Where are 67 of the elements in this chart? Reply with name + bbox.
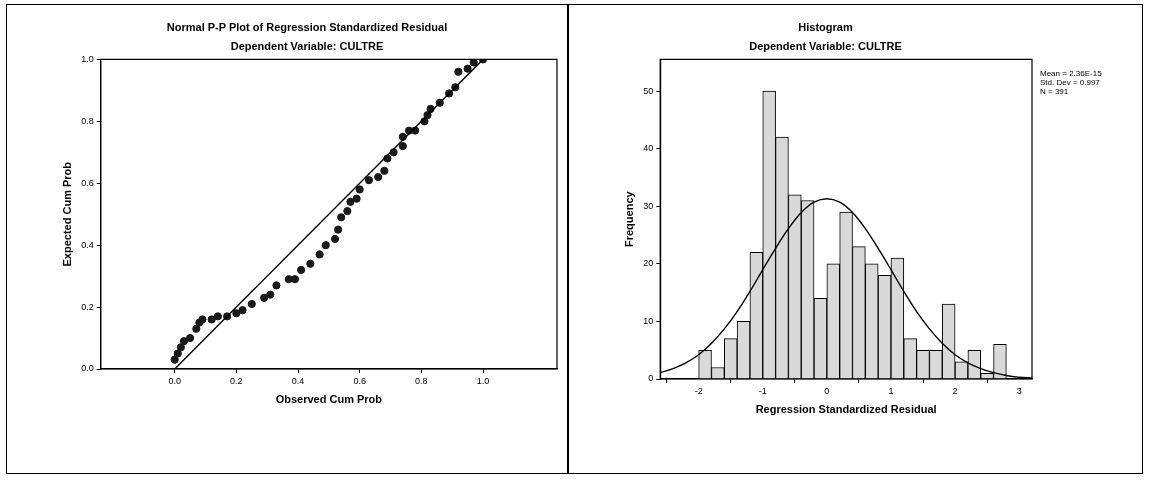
text: Std. Dev = 0.997 [1040, 77, 1101, 87]
chart-subtitle: Dependent Variable: CULTRE [230, 39, 384, 52]
point [330, 234, 340, 244]
point [213, 312, 222, 321]
point [173, 349, 182, 358]
y-tick-label: 0.8 [81, 115, 94, 126]
x-tick-label: 0 [824, 385, 830, 396]
y-tick-label: 40 [643, 143, 654, 154]
y-axis-title: Expected Cum Prob [60, 161, 73, 267]
point [343, 207, 352, 216]
chart-title: Histogram [798, 20, 853, 33]
point [238, 306, 247, 315]
point [346, 197, 355, 206]
point [334, 225, 343, 234]
x-tick-label: -2 [694, 385, 703, 396]
point [355, 185, 364, 194]
point [272, 281, 281, 290]
y-tick-label: 0.6 [81, 177, 94, 188]
point [337, 213, 346, 222]
point [469, 59, 478, 67]
x-tick-label: 3 [1016, 385, 1022, 396]
chart-title: Normal P-P Plot of Regression Standardized Residual [166, 20, 448, 33]
x-tick-label: 2 [952, 385, 958, 396]
point [207, 315, 216, 324]
point [260, 293, 269, 302]
y-tick-label: 10 [643, 315, 654, 326]
y-tick-label: 1.0 [81, 53, 94, 64]
text: N = 391 [1040, 86, 1069, 96]
x-tick-label: 0.4 [291, 375, 305, 386]
point [179, 337, 189, 346]
point [398, 141, 407, 151]
y-axis-title: Frequency [622, 190, 635, 248]
x-tick-label: 1.0 [476, 375, 490, 386]
x-axis-title: Observed Cum Prob [275, 393, 383, 406]
point [170, 355, 179, 364]
x-axis-title: Regression Standardized Residual [755, 403, 937, 416]
y-tick-label: 0.4 [81, 239, 94, 250]
x-tick-label: -1 [758, 385, 767, 396]
point [186, 333, 195, 343]
point [266, 290, 275, 299]
point [247, 299, 256, 309]
point [192, 324, 201, 333]
chart-subtitle: Dependent Variable: CULTRE [749, 39, 902, 52]
point [315, 250, 324, 259]
point [374, 172, 383, 182]
y-tick-label: 0.0 [81, 363, 94, 374]
y-tick-label: 50 [643, 85, 654, 96]
y-tick-label: 0.2 [81, 301, 94, 312]
point [232, 309, 241, 318]
text: Mean = 2.36E-15 [1040, 68, 1103, 78]
x-tick-label: 0.6 [353, 375, 366, 386]
point [352, 194, 361, 203]
x-tick-label: 1 [888, 385, 894, 396]
x-tick-label: 0.8 [415, 375, 428, 386]
point [290, 275, 300, 284]
point [306, 259, 315, 268]
y-tick-label: 20 [643, 258, 654, 269]
point [176, 343, 185, 352]
x-tick-label: 0.0 [168, 375, 181, 386]
point [380, 166, 389, 175]
point [454, 67, 463, 76]
point [364, 176, 374, 185]
x-tick-label: 0.2 [230, 375, 243, 386]
y-tick-label: 30 [643, 200, 654, 211]
point [463, 64, 472, 73]
point [321, 241, 330, 250]
point [297, 265, 306, 275]
